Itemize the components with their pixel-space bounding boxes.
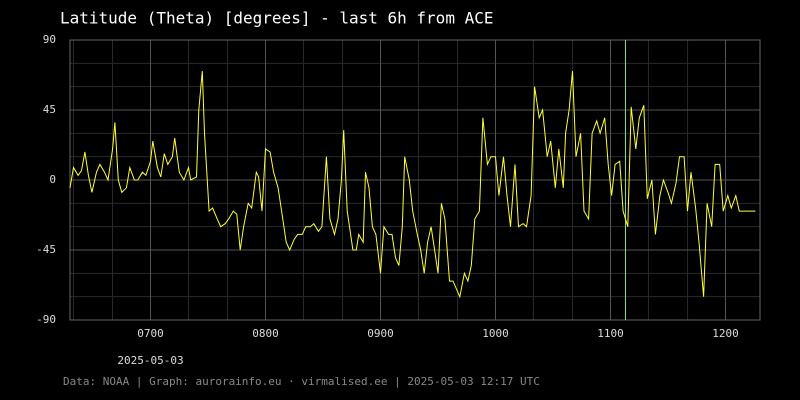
x-tick-label: 0700 xyxy=(137,327,164,340)
x-tick-label: 0800 xyxy=(252,327,279,340)
x-tick-label: 1100 xyxy=(597,327,624,340)
x-tick-label: 0900 xyxy=(367,327,394,340)
y-tick-label: 45 xyxy=(43,103,56,116)
y-tick-label: -45 xyxy=(36,243,56,256)
y-tick-label: -90 xyxy=(36,313,56,326)
x-date-label: 2025-05-03 xyxy=(117,354,183,367)
chart-title: Latitude (Theta) [degrees] - last 6h fro… xyxy=(60,9,493,28)
data-line xyxy=(69,71,756,299)
footer: Data: NOAA | Graph: aurorainfo.eu · virm… xyxy=(63,375,540,388)
plot-frame xyxy=(69,39,761,321)
x-tick-label: 1200 xyxy=(712,327,739,340)
y-tick-label: 0 xyxy=(49,173,56,186)
x-tick-label: 1000 xyxy=(482,327,509,340)
y-tick-label: 90 xyxy=(43,33,56,46)
